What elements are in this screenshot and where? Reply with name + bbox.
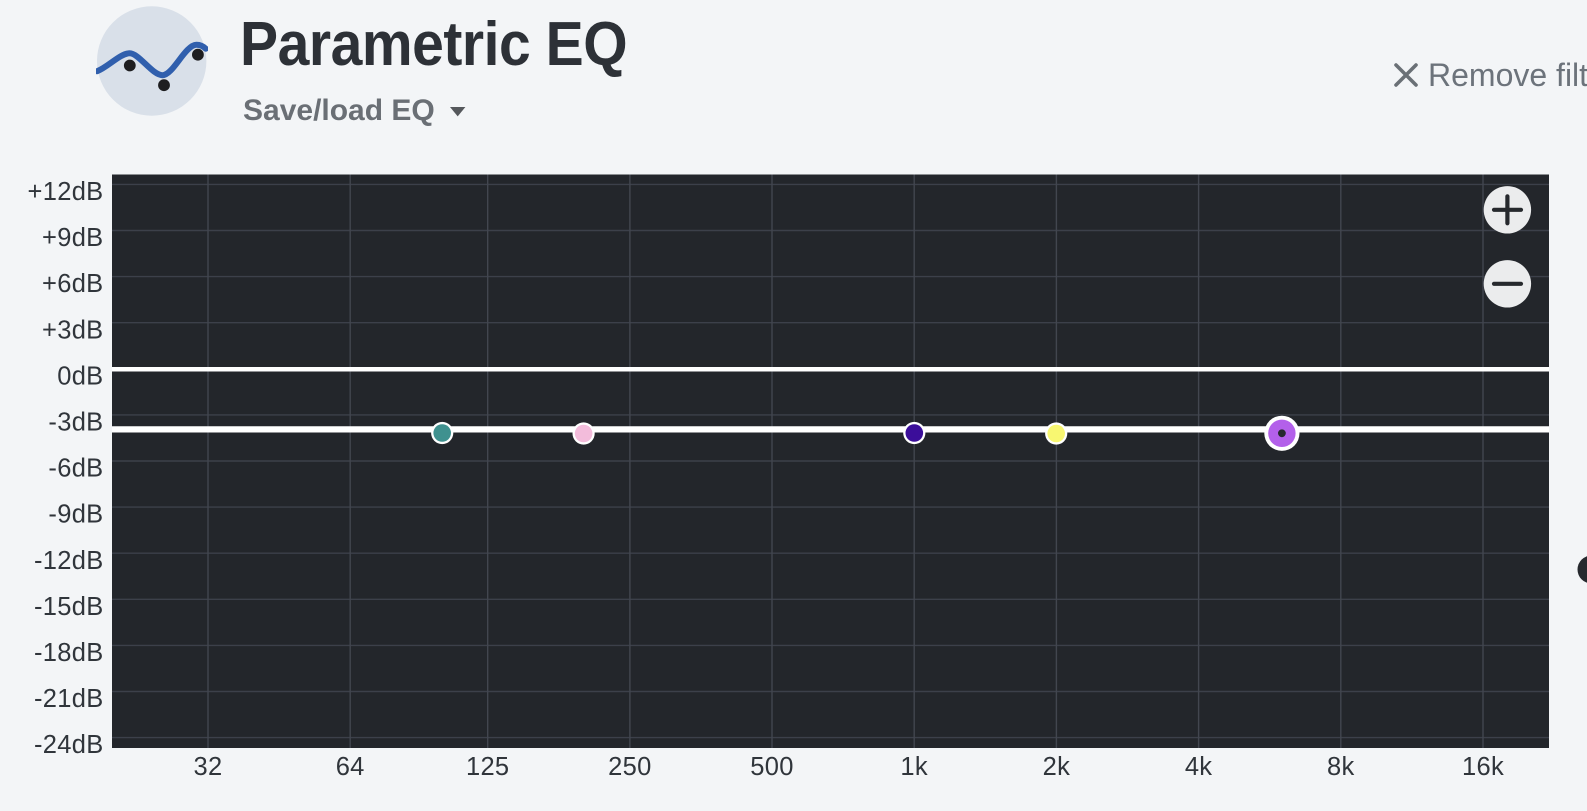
svg-text:+9dB: +9dB: [42, 224, 103, 252]
svg-text:+6dB: +6dB: [42, 270, 103, 298]
svg-text:250: 250: [608, 753, 651, 781]
svg-text:+12dB: +12dB: [28, 178, 104, 206]
svg-text:16k: 16k: [1462, 753, 1504, 781]
svg-text:32: 32: [194, 753, 223, 781]
svg-text:1k: 1k: [900, 753, 928, 781]
svg-text:+3dB: +3dB: [42, 316, 103, 344]
svg-text:2k: 2k: [1043, 753, 1071, 781]
svg-text:4k: 4k: [1185, 753, 1213, 781]
svg-text:0dB: 0dB: [57, 362, 103, 390]
svg-text:-24dB: -24dB: [34, 731, 104, 759]
svg-text:-21dB: -21dB: [34, 685, 104, 713]
svg-text:64: 64: [336, 753, 365, 781]
svg-text:-12dB: -12dB: [34, 547, 104, 575]
svg-text:-9dB: -9dB: [48, 501, 103, 529]
svg-text:-6dB: -6dB: [48, 455, 103, 483]
svg-text:-15dB: -15dB: [34, 593, 104, 621]
svg-text:500: 500: [750, 753, 793, 781]
svg-text:125: 125: [466, 753, 509, 781]
svg-text:8k: 8k: [1327, 753, 1355, 781]
svg-text:-3dB: -3dB: [48, 409, 103, 437]
svg-text:-18dB: -18dB: [34, 639, 104, 667]
